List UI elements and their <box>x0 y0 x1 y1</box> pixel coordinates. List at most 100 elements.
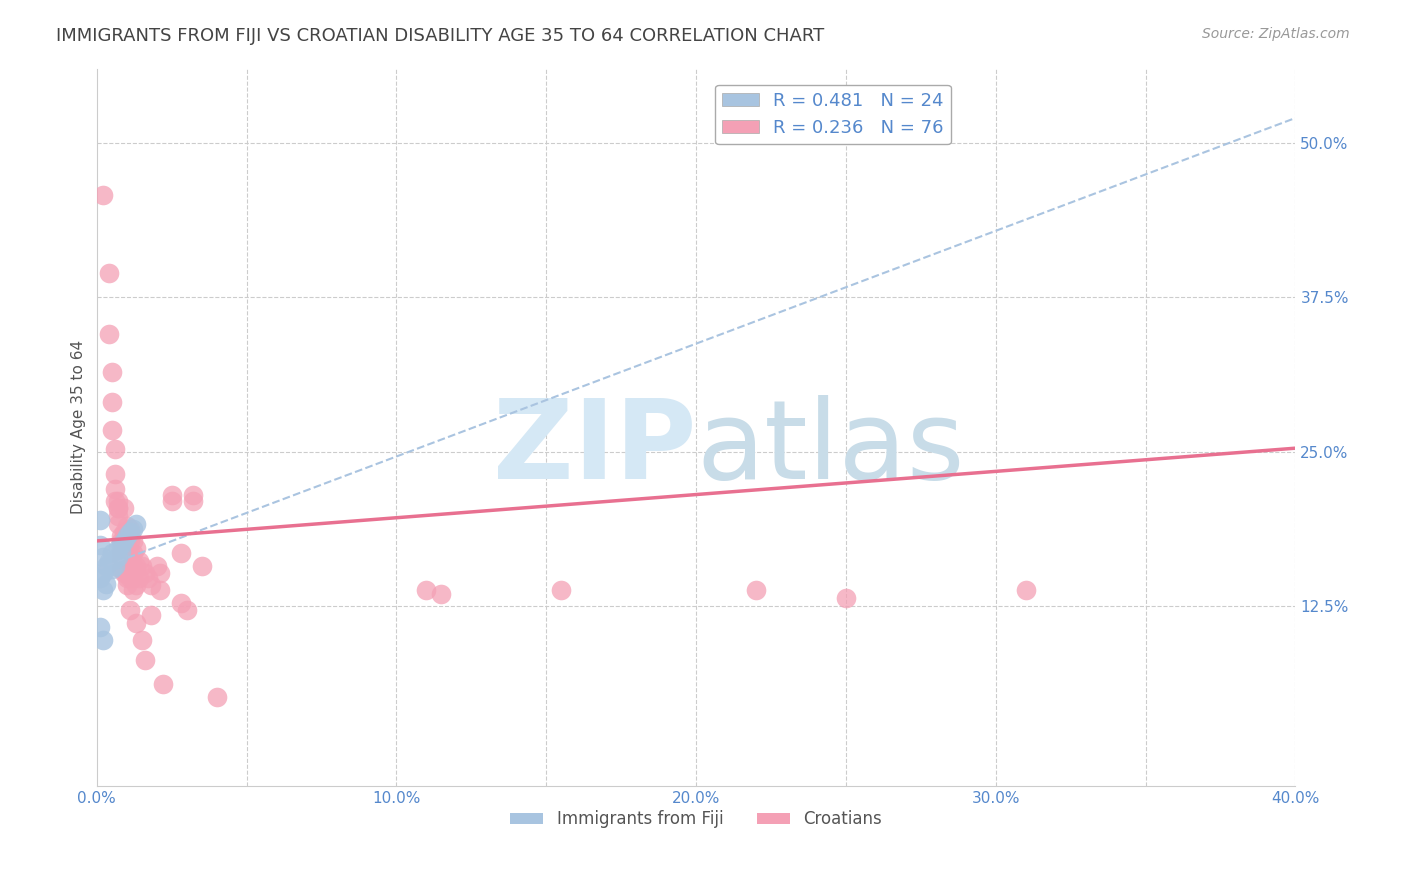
Point <box>107 516 129 531</box>
Point <box>745 583 768 598</box>
Point <box>112 546 135 560</box>
Text: Source: ZipAtlas.com: Source: ZipAtlas.com <box>1202 27 1350 41</box>
Point <box>100 562 122 576</box>
Point <box>160 488 183 502</box>
Point <box>115 554 138 568</box>
Point <box>91 187 114 202</box>
Text: IMMIGRANTS FROM FIJI VS CROATIAN DISABILITY AGE 35 TO 64 CORRELATION CHART: IMMIGRANTS FROM FIJI VS CROATIAN DISABIL… <box>56 27 824 45</box>
Point <box>107 494 129 508</box>
Point <box>104 552 127 566</box>
Point <box>415 583 437 598</box>
Point <box>139 578 162 592</box>
Point <box>205 690 228 704</box>
Point <box>112 533 135 548</box>
Point <box>89 571 111 585</box>
Y-axis label: Disability Age 35 to 64: Disability Age 35 to 64 <box>72 340 86 514</box>
Legend: Immigrants from Fiji, Croatians: Immigrants from Fiji, Croatians <box>503 804 889 835</box>
Point <box>139 608 162 623</box>
Point <box>115 529 138 543</box>
Point <box>124 615 146 630</box>
Point <box>104 558 127 573</box>
Point <box>128 571 150 585</box>
Point <box>128 554 150 568</box>
Text: atlas: atlas <box>696 395 965 502</box>
Point <box>94 558 117 573</box>
Point <box>149 566 172 580</box>
Point <box>94 577 117 591</box>
Point <box>91 566 114 580</box>
Point <box>124 578 146 592</box>
Point <box>110 544 132 558</box>
Point <box>112 566 135 580</box>
Point <box>97 266 120 280</box>
Point <box>118 525 141 540</box>
Point <box>89 620 111 634</box>
Point <box>110 562 132 576</box>
Point <box>100 364 122 378</box>
Point <box>145 558 167 573</box>
Point <box>91 632 114 647</box>
Point <box>115 578 138 592</box>
Point <box>118 558 141 573</box>
Point <box>121 546 143 560</box>
Point <box>89 513 111 527</box>
Point <box>149 583 172 598</box>
Point <box>104 467 127 482</box>
Point <box>118 603 141 617</box>
Point <box>118 522 141 536</box>
Point <box>112 500 135 515</box>
Point <box>176 603 198 617</box>
Point <box>115 546 138 560</box>
Point <box>124 516 146 531</box>
Point <box>118 571 141 585</box>
Point <box>112 533 135 548</box>
Point <box>100 395 122 409</box>
Point <box>112 558 135 573</box>
Point <box>152 677 174 691</box>
Point <box>112 525 135 540</box>
Point <box>91 549 114 564</box>
Point <box>107 509 129 524</box>
Point <box>131 558 153 573</box>
Point <box>115 541 138 556</box>
Point <box>121 558 143 573</box>
Point <box>110 546 132 560</box>
Point <box>91 583 114 598</box>
Point <box>550 583 572 598</box>
Point <box>121 583 143 598</box>
Point <box>134 566 156 580</box>
Point <box>115 571 138 585</box>
Point <box>115 519 138 533</box>
Point <box>121 533 143 548</box>
Point <box>121 571 143 585</box>
Point <box>124 558 146 573</box>
Point <box>190 558 212 573</box>
Point <box>110 529 132 543</box>
Text: ZIP: ZIP <box>492 395 696 502</box>
Point <box>134 653 156 667</box>
Point <box>107 541 129 556</box>
Point <box>1015 583 1038 598</box>
Point <box>104 442 127 457</box>
Point <box>115 533 138 548</box>
Point <box>107 500 129 515</box>
Point <box>124 541 146 556</box>
Point <box>118 546 141 560</box>
Point <box>181 494 204 508</box>
Point <box>97 554 120 568</box>
Point <box>169 546 191 560</box>
Point <box>131 632 153 647</box>
Point <box>181 488 204 502</box>
Point <box>136 571 159 585</box>
Point <box>121 522 143 536</box>
Point <box>110 533 132 548</box>
Point <box>430 587 453 601</box>
Point <box>835 591 858 605</box>
Point <box>110 538 132 552</box>
Point <box>169 596 191 610</box>
Point <box>100 546 122 560</box>
Point <box>104 494 127 508</box>
Point <box>97 327 120 342</box>
Point <box>110 554 132 568</box>
Point <box>107 549 129 564</box>
